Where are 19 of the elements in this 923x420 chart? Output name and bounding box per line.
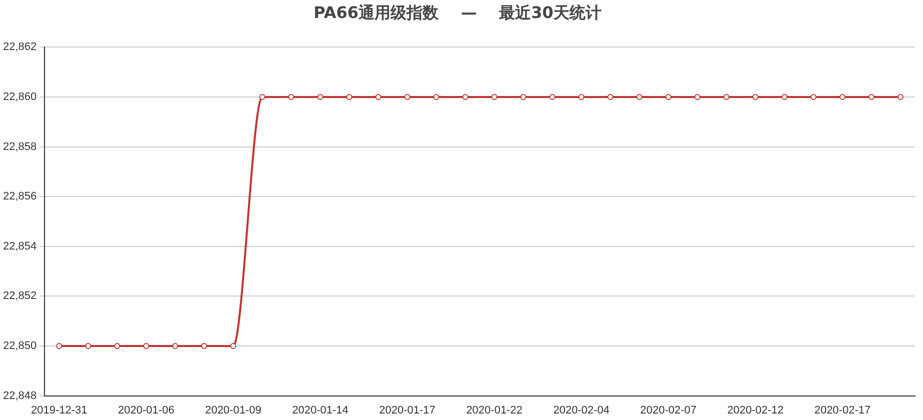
y-tick-label: 22,862 <box>2 41 37 54</box>
x-tick-label: 2020-01-14 <box>292 404 348 416</box>
x-tick-label: 2020-01-22 <box>466 404 522 416</box>
y-tick-label: 22,848 <box>2 390 37 402</box>
x-tick-label: 2020-02-04 <box>553 404 610 416</box>
y-tick-label: 22,852 <box>2 290 37 302</box>
y-tick-label: 22,860 <box>2 91 37 104</box>
x-tick-label: 2020-02-12 <box>727 404 784 416</box>
y-tick-label: 22,856 <box>2 190 37 203</box>
x-tick-label: 2020-02-17 <box>814 404 871 416</box>
x-tick-label: 2020-01-17 <box>379 404 436 416</box>
y-tick-label: 22,858 <box>2 140 37 153</box>
y-tick-label: 22,850 <box>2 340 37 352</box>
x-tick-label: 2019-12-31 <box>31 404 88 416</box>
x-tick-label: 2020-01-09 <box>205 404 262 416</box>
x-tick-label: 2020-01-06 <box>118 404 174 416</box>
y-tick-label: 22,854 <box>2 240 37 252</box>
chart-title: PA66通用级指数 — 最近30天统计 <box>314 2 602 22</box>
x-tick-label: 2020-02-07 <box>640 404 697 416</box>
